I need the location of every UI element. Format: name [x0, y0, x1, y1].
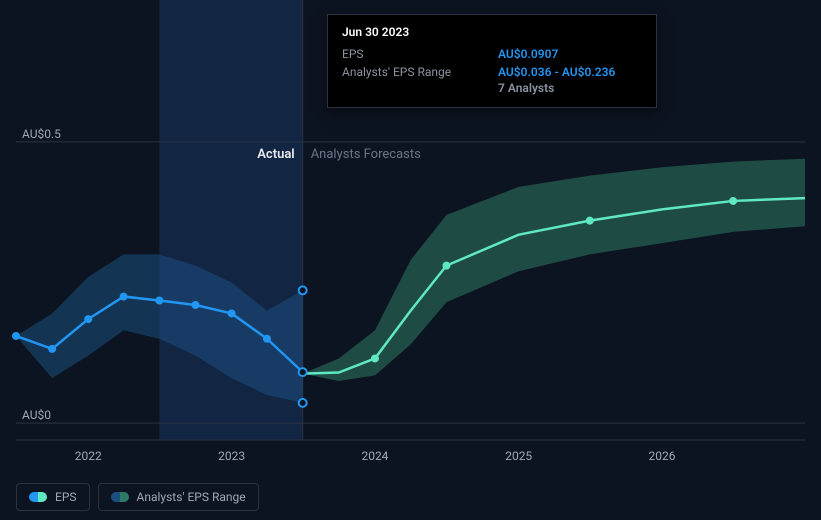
x-axis-label: 2023 — [218, 449, 245, 463]
eps-marker[interactable] — [48, 345, 56, 353]
legend-swatch — [111, 492, 129, 502]
tooltip-date: Jun 30 2023 — [342, 25, 642, 39]
y-axis-label: AU$0 — [22, 408, 51, 422]
tooltip-row-value: AU$0.036 - AU$0.2367 Analysts — [498, 63, 642, 97]
eps-marker[interactable] — [371, 354, 379, 362]
region-label-forecast: Analysts Forecasts — [311, 147, 421, 162]
x-axis-label: 2025 — [505, 449, 532, 463]
x-axis-label: 2024 — [361, 449, 388, 463]
legend-swatch — [29, 492, 47, 502]
eps-marker[interactable] — [155, 297, 163, 305]
region-label-actual: Actual — [257, 147, 294, 162]
range-marker[interactable] — [299, 399, 307, 407]
eps-marker[interactable] — [442, 262, 450, 270]
eps-marker[interactable] — [228, 309, 236, 317]
legend-label: Analysts' EPS Range — [137, 490, 246, 504]
x-axis-label: 2026 — [649, 449, 676, 463]
tooltip-row-sub: 7 Analysts — [498, 81, 642, 95]
analyst-range-forecast — [303, 159, 805, 381]
eps-marker[interactable] — [120, 293, 128, 301]
legend-label: EPS — [55, 490, 77, 504]
chart-tooltip: Jun 30 2023 EPSAU$0.0907Analysts' EPS Ra… — [327, 14, 657, 108]
eps-chart: AU$0 AU$0.5 2022 2023 2024 2025 2026 Jun 30 20… — [0, 0, 821, 520]
legend-item[interactable]: Analysts' EPS Range — [98, 483, 259, 511]
x-axis-label: 2022 — [75, 449, 102, 463]
eps-marker[interactable] — [84, 315, 92, 323]
eps-marker[interactable] — [191, 301, 199, 309]
tooltip-table: EPSAU$0.0907Analysts' EPS RangeAU$0.036 … — [342, 45, 642, 97]
y-axis-label: AU$0.5 — [22, 127, 61, 141]
chart-legend: EPS Analysts' EPS Range — [16, 483, 259, 511]
eps-marker[interactable] — [12, 332, 20, 340]
eps-marker[interactable] — [729, 197, 737, 205]
legend-item[interactable]: EPS — [16, 483, 90, 511]
range-marker[interactable] — [299, 286, 307, 294]
eps-marker[interactable] — [299, 368, 307, 376]
tooltip-row-label: EPS — [342, 45, 498, 63]
eps-marker[interactable] — [586, 217, 594, 225]
tooltip-row-label: Analysts' EPS Range — [342, 63, 498, 97]
tooltip-row-value: AU$0.0907 — [498, 45, 642, 63]
eps-marker[interactable] — [263, 335, 271, 343]
